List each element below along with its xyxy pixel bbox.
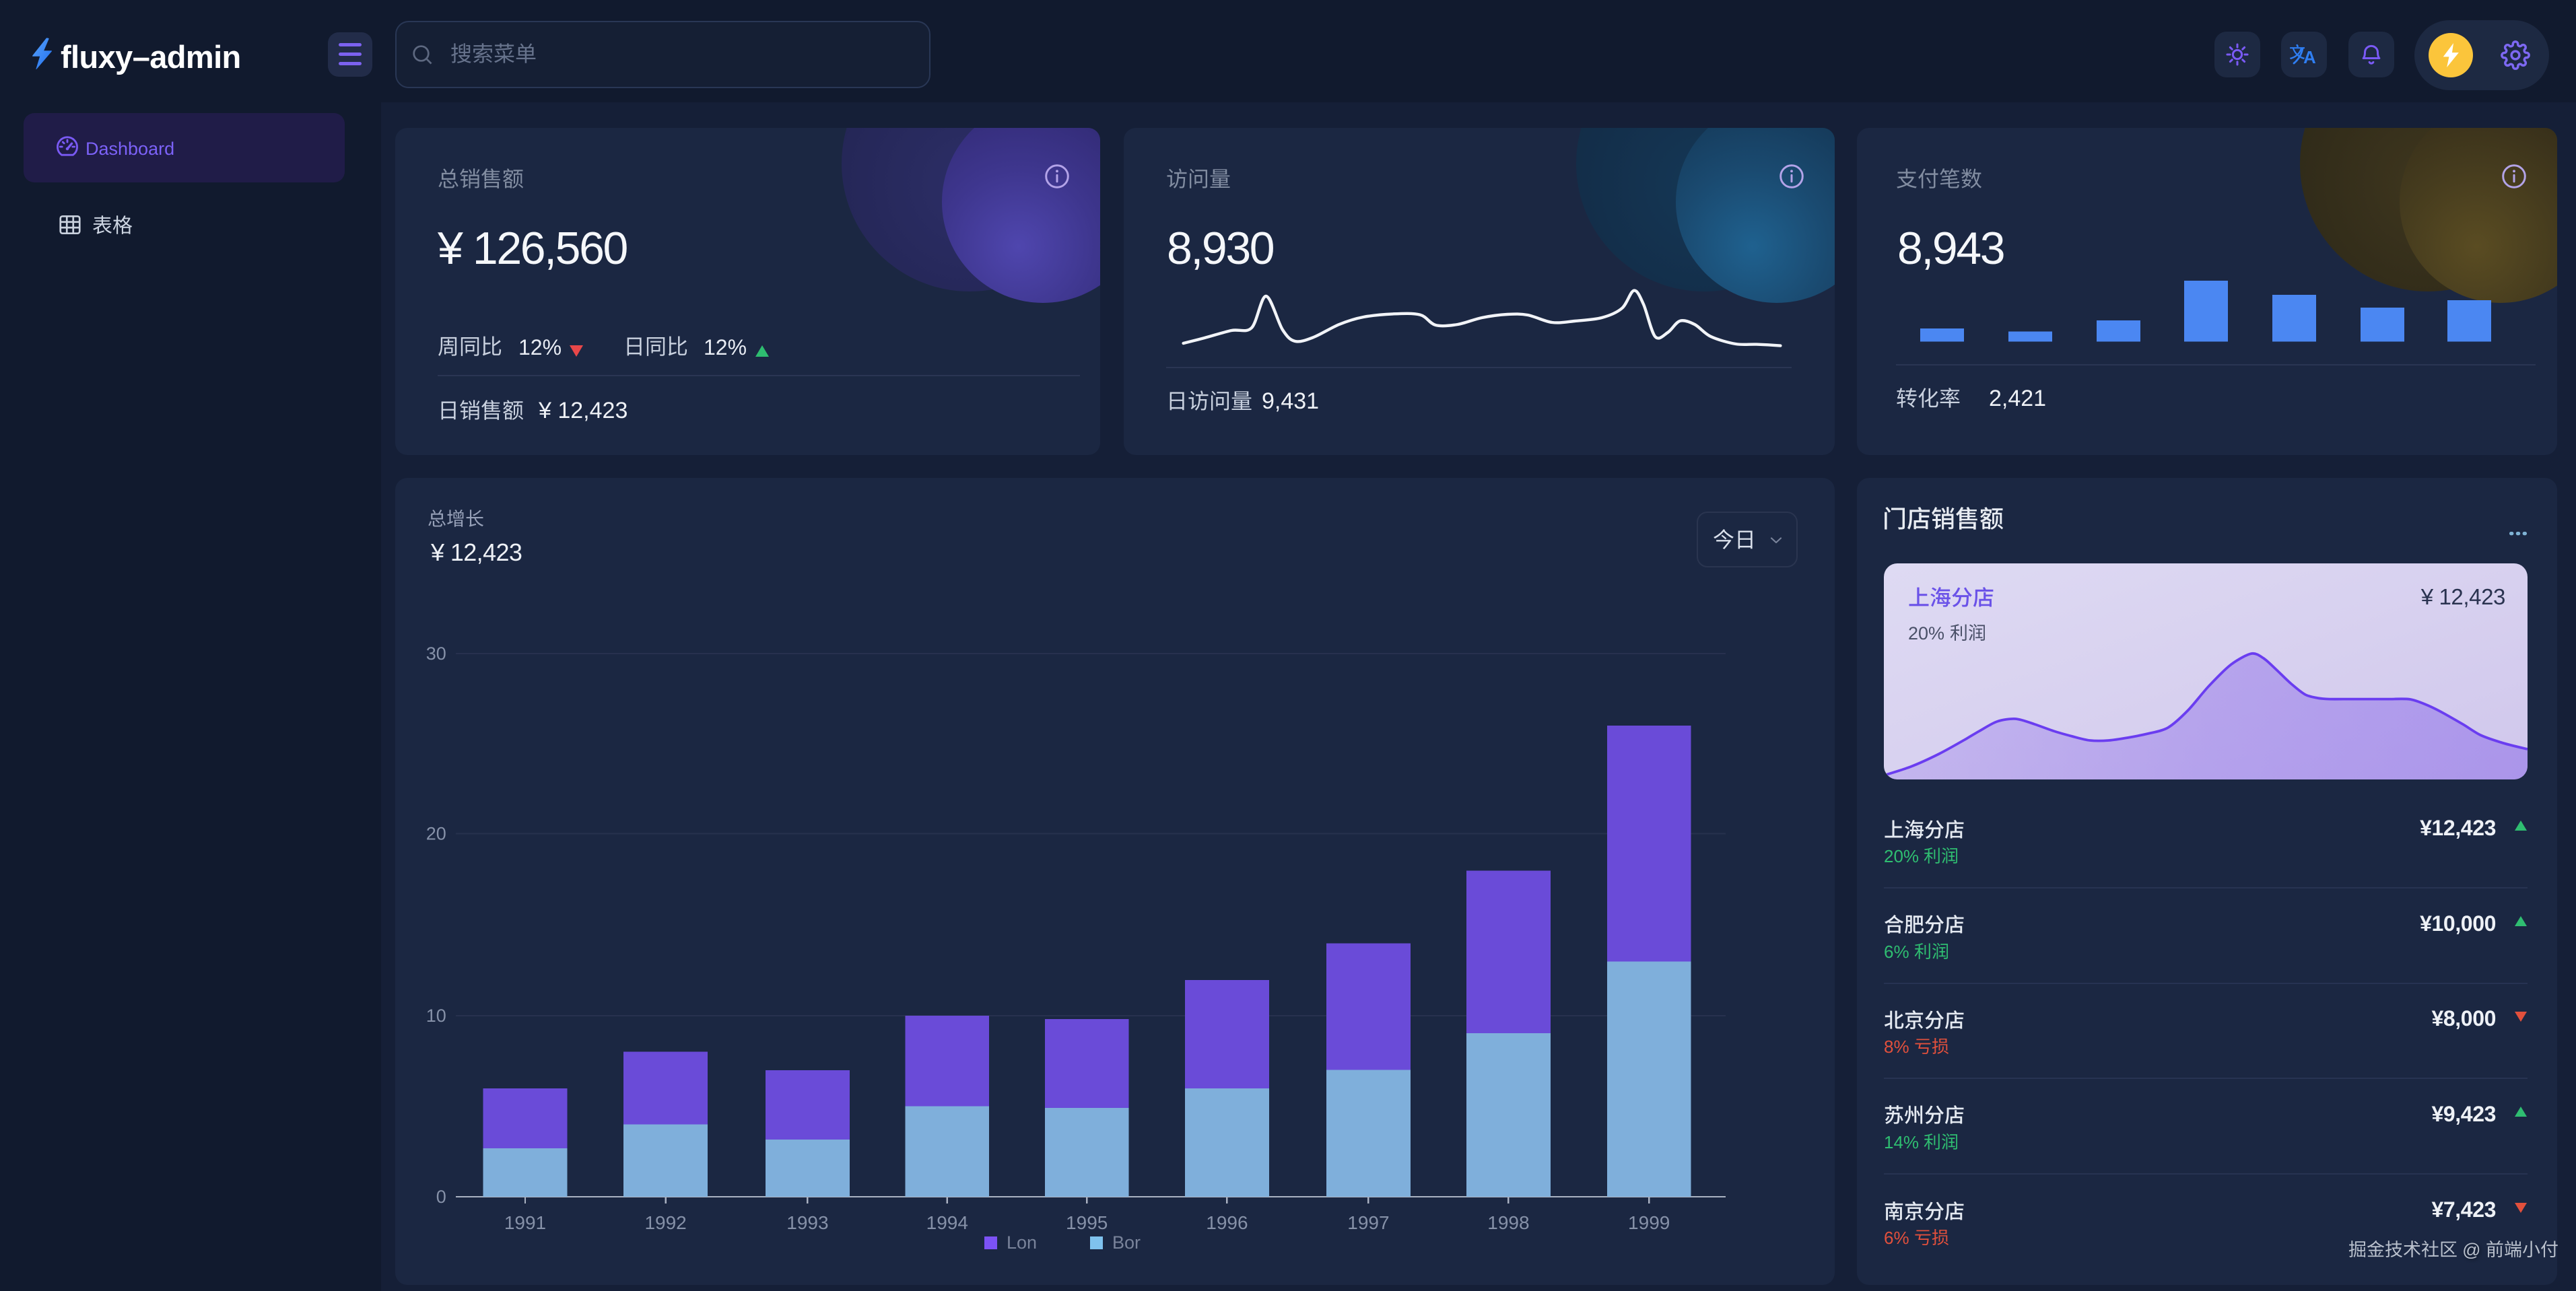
svg-text:1999: 1999 xyxy=(1628,1212,1670,1233)
svg-text:1992: 1992 xyxy=(644,1212,686,1233)
svg-text:1994: 1994 xyxy=(926,1212,968,1233)
svg-text:1996: 1996 xyxy=(1206,1212,1248,1233)
svg-text:1991: 1991 xyxy=(504,1212,546,1233)
svg-text:1997: 1997 xyxy=(1347,1212,1389,1233)
svg-text:1998: 1998 xyxy=(1487,1212,1529,1233)
svg-text:1993: 1993 xyxy=(786,1212,828,1233)
svg-text:0: 0 xyxy=(436,1187,446,1207)
svg-text:30: 30 xyxy=(426,643,446,664)
svg-text:10: 10 xyxy=(426,1006,446,1026)
svg-text:20: 20 xyxy=(426,823,446,843)
svg-text:1995: 1995 xyxy=(1066,1212,1108,1233)
svg-text:Lon: Lon xyxy=(1007,1232,1037,1253)
svg-text:Bor: Bor xyxy=(1112,1232,1141,1253)
